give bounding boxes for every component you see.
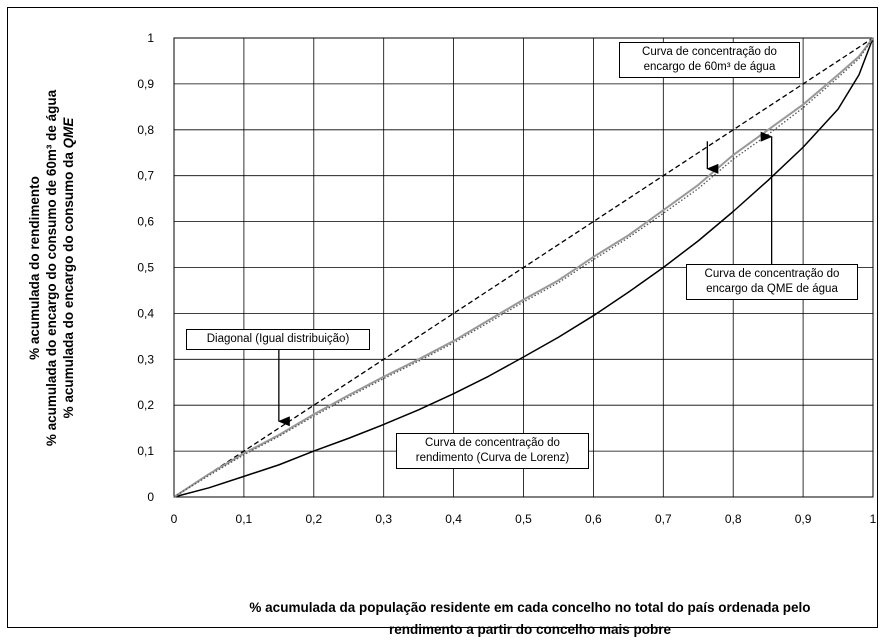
series-line-1 <box>173 37 874 498</box>
series-line-0 <box>173 37 874 498</box>
y-axis-label-line: % acumulada do encargo do consumo de 60m… <box>44 89 59 446</box>
x-axis-label-line: rendimento a partir do concelho mais pob… <box>388 622 672 637</box>
annotation-lorenz: Curva de concentração do rendimento (Cur… <box>396 433 589 469</box>
x-tick-label: 0,1 <box>236 512 253 526</box>
x-tick-label: 1 <box>870 512 877 526</box>
x-tick-label: 0,4 <box>445 512 462 526</box>
annotation-line: Curva de concentração do <box>425 437 560 449</box>
x-axis-label-line: % acumulada da população residente em ca… <box>249 600 811 615</box>
x-tick-label: 0,6 <box>585 512 602 526</box>
y-tick-label: 0,5 <box>137 261 154 275</box>
annotation-diagonal: Diagonal (Igual distribuição) <box>186 329 370 350</box>
y-tick-label: 0,8 <box>137 123 154 137</box>
y-tick-label: 0 <box>147 490 154 504</box>
x-tick-label: 0,3 <box>375 512 392 526</box>
y-tick-label: 0,2 <box>137 398 154 412</box>
annotation-water-qme: Curva de concentração do encargo da QME … <box>686 264 858 300</box>
series-line-2 <box>173 37 874 498</box>
x-axis-label: % acumulada da população residente em ca… <box>180 597 880 641</box>
x-tick-label: 0 <box>171 512 178 526</box>
x-tick-label: 0,8 <box>725 512 742 526</box>
y-tick-labels: 0 0,1 0,2 0,3 0,4 0,5 0,6 0,7 0,8 0,9 1 <box>137 31 154 504</box>
annotation-water-60m3: Curva de concentração do encargo de 60m³… <box>619 42 800 78</box>
series-layer <box>173 37 874 498</box>
y-tick-label: 0,1 <box>137 444 154 458</box>
annotation-line: encargo da QME de água <box>706 283 838 295</box>
annotation-line: encargo de 60m³ de água <box>643 61 776 73</box>
y-tick-label: 0,9 <box>137 77 154 91</box>
y-axis-label-line: % acumulada do encargo do consumo da QME <box>61 117 76 419</box>
series-line-3 <box>173 37 874 498</box>
x-tick-label: 0,2 <box>305 512 322 526</box>
y-tick-label: 0,3 <box>137 352 154 366</box>
annotation-line: Diagonal (Igual distribuição) <box>206 333 350 345</box>
y-tick-label: 0,7 <box>137 169 154 183</box>
x-tick-label: 0,7 <box>655 512 672 526</box>
annotation-line: Curva de concentração do <box>704 268 840 280</box>
y-tick-label: 0,6 <box>137 215 154 229</box>
annotation-arrows <box>277 131 773 427</box>
x-tick-labels: 0 0,1 0,2 0,3 0,4 0,5 0,6 0,7 0,8 0,9 1 <box>171 512 877 526</box>
y-axis-label: % acumulada do rendimento% acumulada do … <box>27 89 76 446</box>
y-tick-label: 0,4 <box>137 306 154 320</box>
annotation-line: Curva de concentração do <box>642 46 777 58</box>
y-axis-label-line: % acumulada do rendimento <box>27 176 42 360</box>
annotation-line: rendimento (Curva de Lorenz) <box>415 452 570 464</box>
y-tick-label: 1 <box>147 31 154 45</box>
x-tick-label: 0,9 <box>795 512 812 526</box>
x-tick-label: 0,5 <box>515 512 532 526</box>
chart-frame <box>7 7 878 628</box>
